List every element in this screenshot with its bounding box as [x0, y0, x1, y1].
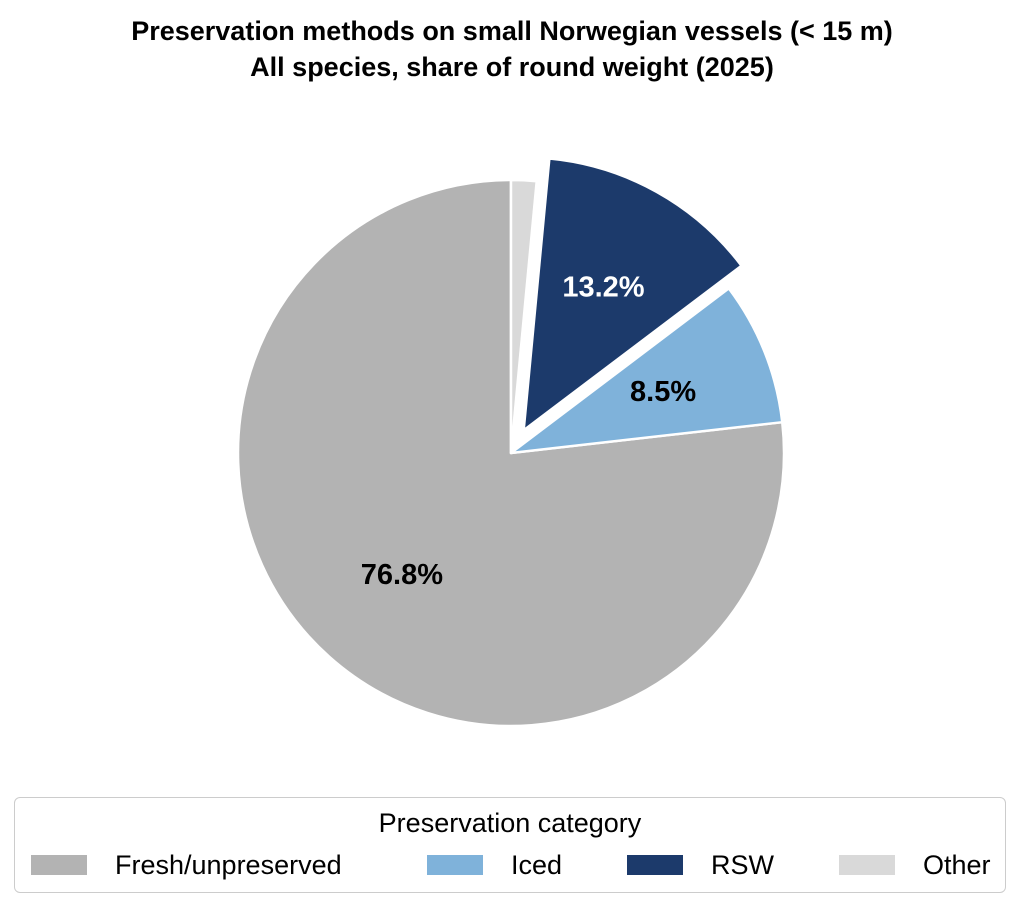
- legend-label-iced: Iced: [511, 850, 563, 880]
- legend-label-rsw: RSW: [711, 850, 774, 880]
- chart-title: Preservation methods on small Norwegian …: [131, 16, 893, 46]
- data-label-iced: 8.5%: [630, 376, 696, 408]
- pie-slice-other: [509, 178, 538, 455]
- legend-swatch-iced: [427, 855, 483, 875]
- legend-title: Preservation category: [378, 808, 642, 838]
- chart-subtitle: All species, share of round weight (2025…: [250, 52, 774, 82]
- legend: Preservation category Fresh/unpreserved …: [14, 797, 1006, 893]
- pie-slice-rsw: [522, 157, 743, 432]
- pie-slice-fresh: [236, 178, 786, 728]
- legend-item-other: Other: [839, 850, 991, 880]
- data-label-fresh: 76.8%: [361, 559, 443, 591]
- legend-swatch-other: [839, 855, 895, 875]
- legend-label-fresh: Fresh/unpreserved: [115, 850, 342, 880]
- legend-swatch-rsw: [627, 855, 683, 875]
- pie-slice-iced: [509, 287, 784, 455]
- legend-item-rsw: RSW: [627, 850, 774, 880]
- legend-label-other: Other: [923, 850, 991, 880]
- legend-item-iced: Iced: [427, 850, 562, 880]
- pie-chart: 76.8% 8.5% 13.2%: [236, 157, 786, 728]
- data-label-rsw: 13.2%: [562, 271, 644, 303]
- legend-swatch-fresh: [31, 855, 87, 875]
- legend-item-fresh: Fresh/unpreserved: [31, 850, 342, 880]
